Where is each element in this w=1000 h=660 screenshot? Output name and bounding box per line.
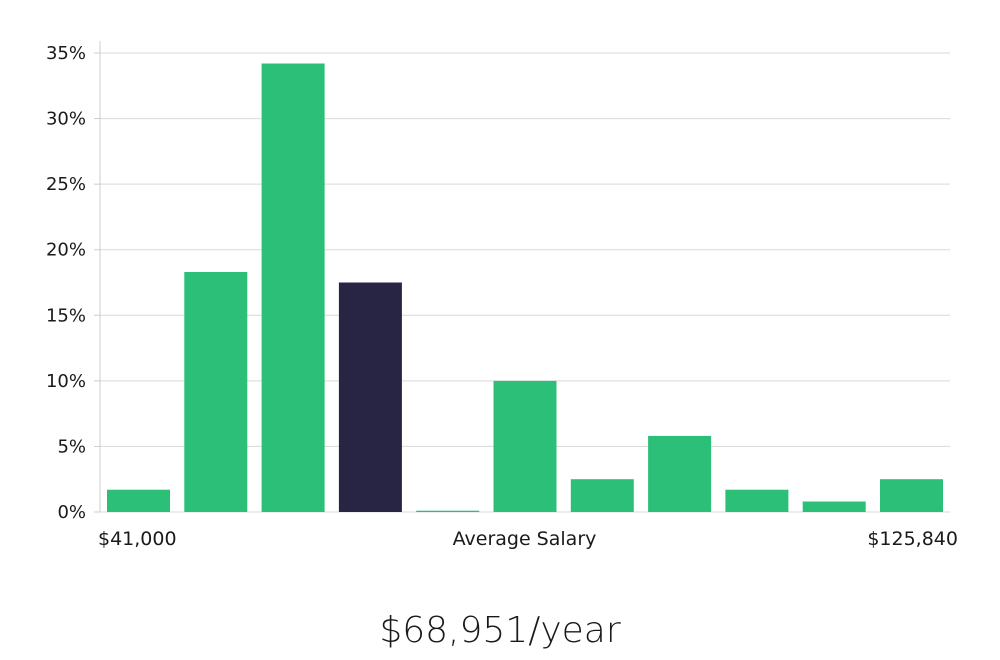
y-tick-label: 15%	[46, 305, 86, 326]
bar	[880, 479, 943, 512]
bar-highlight	[338, 282, 402, 512]
bar	[107, 489, 170, 512]
average-salary-value: $68,951/year	[379, 610, 621, 651]
bar	[802, 501, 866, 512]
x-min-label: $41,000	[98, 528, 177, 550]
bar	[416, 510, 480, 512]
x-max-label: $125,840	[867, 528, 958, 550]
bar	[570, 479, 634, 512]
bar	[648, 435, 712, 512]
bar	[725, 489, 789, 512]
y-tick-label: 20%	[46, 240, 86, 261]
x-center-label: Average Salary	[452, 528, 597, 550]
y-tick-label: 30%	[46, 109, 86, 130]
y-tick-label: 35%	[46, 43, 86, 64]
bars	[107, 63, 943, 512]
y-axis-ticks: 0% 5% 10% 15% 20% 25% 30% 35%	[46, 43, 100, 523]
salary-histogram: 0% 5% 10% 15% 20% 25% 30% 35%	[46, 41, 950, 523]
bar	[493, 380, 557, 512]
bar	[261, 63, 325, 512]
y-tick-label: 10%	[46, 371, 86, 392]
y-tick-label: 0%	[57, 502, 86, 523]
y-tick-label: 25%	[46, 174, 86, 195]
y-tick-label: 5%	[57, 436, 86, 457]
bar	[184, 272, 248, 512]
